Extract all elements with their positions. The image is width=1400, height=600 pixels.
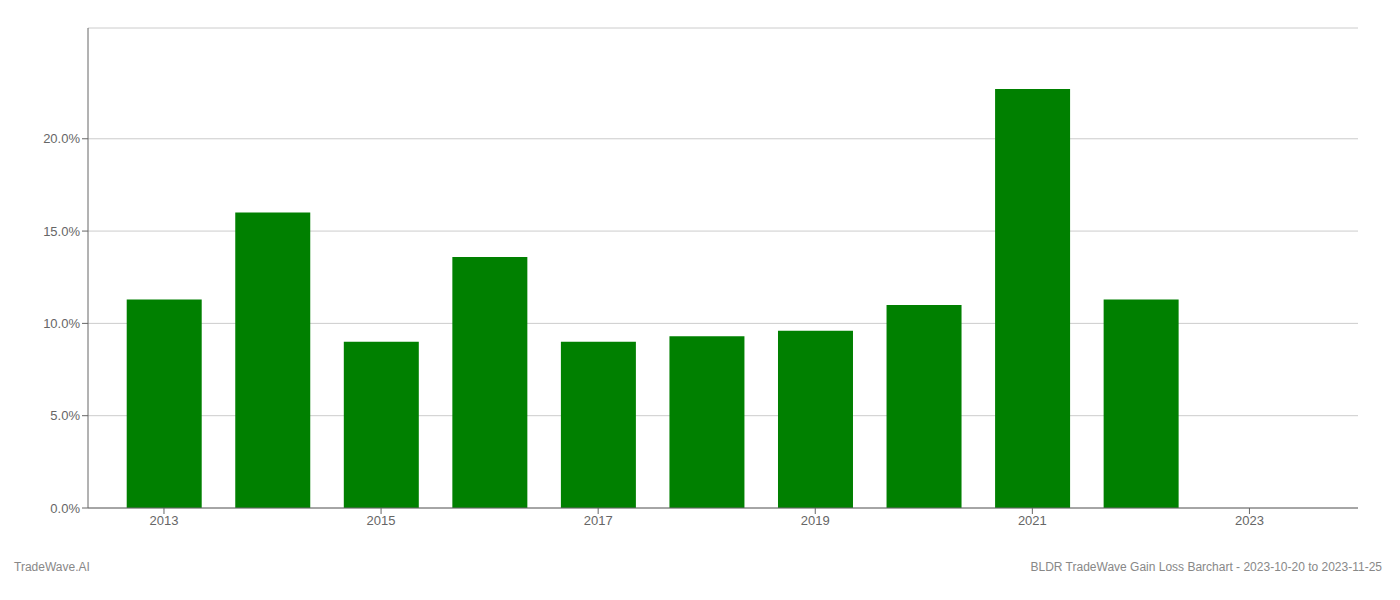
- svg-text:0.0%: 0.0%: [50, 501, 80, 516]
- svg-text:2017: 2017: [584, 513, 613, 528]
- svg-text:2023: 2023: [1235, 513, 1264, 528]
- svg-text:2013: 2013: [150, 513, 179, 528]
- html-text:TradeWave.AI: TradeWave.AI: [14, 560, 90, 574]
- svg-text:2019: 2019: [801, 513, 830, 528]
- svg-text:2021: 2021: [1018, 513, 1047, 528]
- svg-text:5.0%: 5.0%: [50, 408, 80, 423]
- svg-text:15.0%: 15.0%: [43, 224, 80, 239]
- svg-text:20.0%: 20.0%: [43, 131, 80, 146]
- svg-text:2015: 2015: [367, 513, 396, 528]
- svg-text:10.0%: 10.0%: [43, 316, 80, 331]
- html-text:BLDR TradeWave Gain Loss Barch: BLDR TradeWave Gain Loss Barchart - 2023…: [1030, 560, 1382, 574]
